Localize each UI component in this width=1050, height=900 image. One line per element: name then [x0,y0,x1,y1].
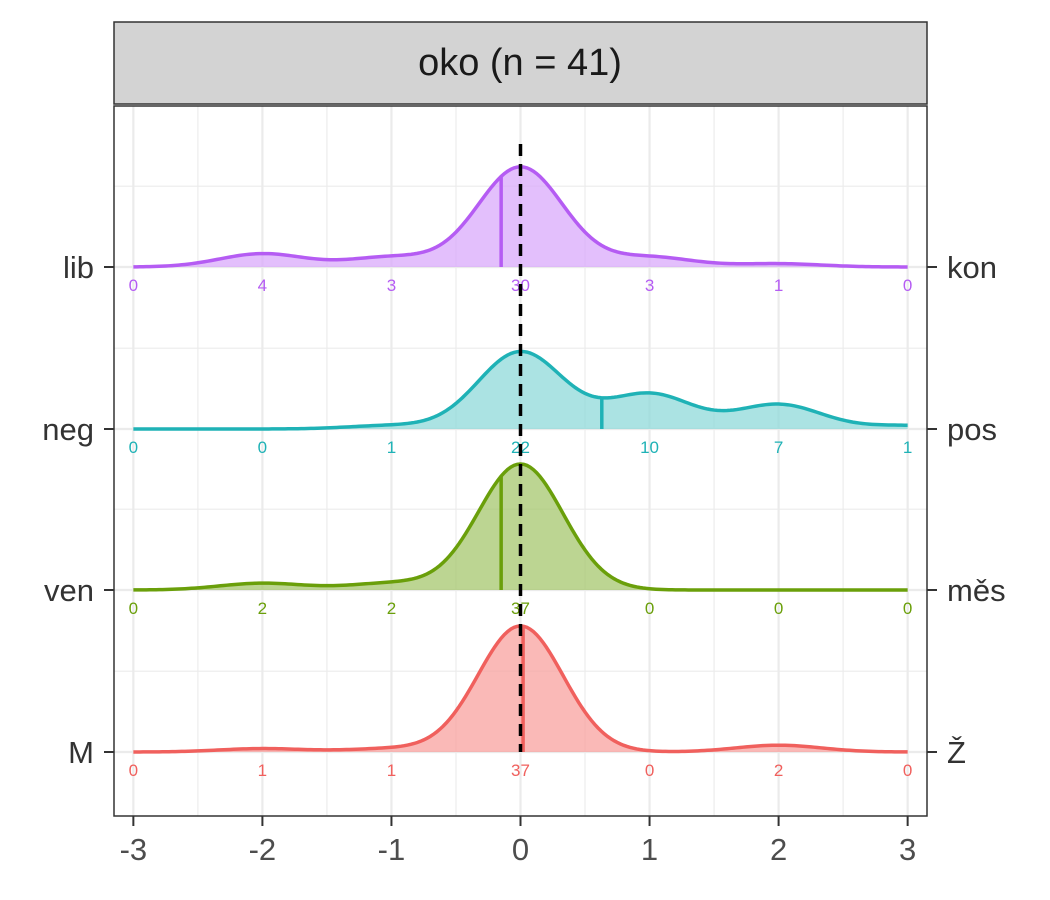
x-tick-label: 3 [899,832,916,867]
y-right-tick-label: měs [947,573,1006,608]
count-label: 0 [258,438,267,457]
count-labels: 011370200223700000122107104330310 [129,276,913,780]
x-tick-label: -1 [378,832,406,867]
y-left-tick-label: M [68,735,94,770]
y-right-tick-label: pos [947,412,997,447]
x-tick-label: -2 [249,832,277,867]
count-label: 0 [774,599,783,618]
count-label: 2 [387,599,396,618]
count-label: 0 [129,761,138,780]
count-label: 1 [903,438,912,457]
x-tick-label: 0 [512,832,529,867]
count-label: 0 [129,599,138,618]
facet-strip [113,21,928,105]
count-label: 4 [258,276,267,295]
y-left-tick-label: ven [44,573,94,608]
x-tick-label: 2 [770,832,787,867]
count-label: 3 [645,276,654,295]
x-tick-label: 1 [641,832,658,867]
count-label: 0 [645,599,654,618]
count-label: 2 [774,761,783,780]
count-label: 7 [774,438,783,457]
count-label: 37 [511,761,530,780]
x-tick-label: -3 [120,832,148,867]
count-label: 10 [640,438,659,457]
count-label: 0 [903,599,912,618]
count-label: 0 [903,276,912,295]
chart-title: oko (n = 41) [418,42,622,84]
count-label: 1 [258,761,267,780]
count-label: 1 [387,438,396,457]
count-label: 2 [258,599,267,618]
count-label: 0 [129,438,138,457]
count-label: 3 [387,276,396,295]
count-label: 1 [387,761,396,780]
count-label: 1 [774,276,783,295]
x-axis: -3 -2 -1 0 1 2 3 [120,816,916,867]
y-right-tick-label: Ž [947,735,966,770]
count-label: 0 [129,276,138,295]
y-left-tick-label: neg [42,412,94,447]
density-line-ven-měs [133,462,908,592]
count-label: 0 [645,761,654,780]
density-area-lib-kon [133,166,908,267]
count-label: 0 [903,761,912,780]
y-left-tick-label: lib [63,250,94,285]
y-right-tick-label: kon [947,250,997,285]
